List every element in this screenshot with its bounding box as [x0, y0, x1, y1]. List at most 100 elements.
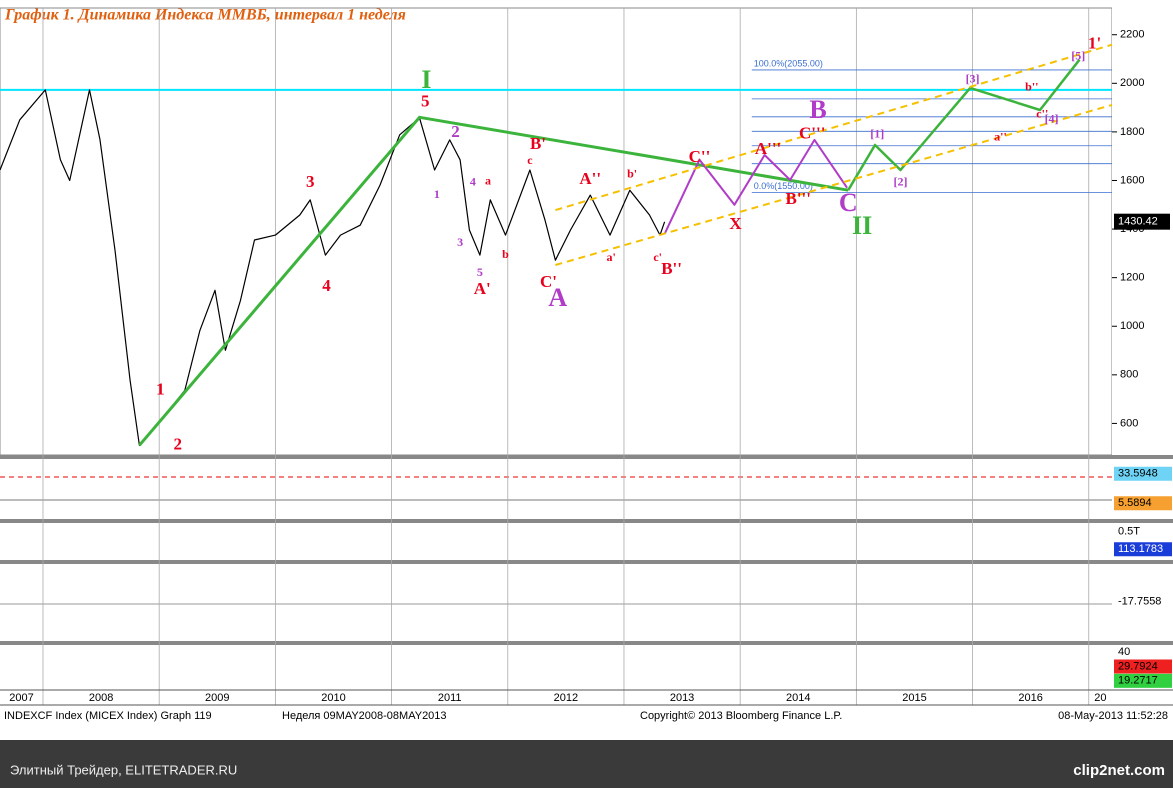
panel-label: 5.5894 [1118, 497, 1152, 509]
wave-label: 1' [1088, 34, 1101, 53]
panel-label-box [1114, 524, 1172, 539]
chart-title: График 1. Динамика Индекса ММВБ, интерва… [4, 7, 406, 24]
wave-label: c' [653, 250, 662, 264]
last-value-label: 1430.42 [1118, 216, 1158, 228]
wave-label: 2 [174, 434, 183, 453]
x-tick-label: 2012 [554, 692, 578, 704]
panel-separator [0, 560, 1173, 564]
panel-separator [0, 455, 1173, 459]
x-tick-label: 2008 [89, 692, 113, 704]
footer-text: Copyright© 2013 Bloomberg Finance L.P. [640, 710, 842, 722]
wave-label: 5 [421, 92, 430, 111]
panel-label: 0.5T [1118, 526, 1140, 538]
wave-label: [1] [870, 127, 884, 141]
y-tick-label: 1600 [1120, 174, 1144, 186]
wave-label: C' [540, 272, 557, 291]
panel-label: 40 [1118, 646, 1130, 658]
panel-label-box [1114, 542, 1172, 557]
footer-text: 08-May-2013 11:52:28 [1058, 710, 1168, 722]
panel-label-box [1114, 594, 1172, 609]
last-value-box [1114, 213, 1170, 230]
panel-label: 19.2717 [1118, 675, 1158, 687]
wave-label: [2] [894, 175, 908, 189]
x-tick-label: 2013 [670, 692, 694, 704]
x-tick-label: 2009 [205, 692, 229, 704]
wave-label: 3 [457, 235, 463, 249]
wave-label: 4 [322, 276, 331, 295]
panel-label: 113.1783 [1118, 543, 1163, 555]
wave-label: c [527, 153, 533, 167]
wave-label: 1 [156, 379, 165, 398]
x-tick-label: 2007 [9, 692, 33, 704]
wave-label: 4 [470, 175, 476, 189]
y-tick-label: 800 [1120, 369, 1138, 381]
wave-label: B' [530, 134, 546, 153]
wave-label: A'' [579, 169, 601, 188]
y-tick-label: 1800 [1120, 126, 1144, 138]
wave-label: c'' [1036, 107, 1048, 121]
series-line [0, 89, 666, 446]
wave-label: C [839, 188, 858, 217]
wave-label: b'' [1025, 80, 1038, 94]
wave-label: C''' [799, 124, 825, 143]
watermark-left: Элитный Трейдер, ELITETRADER.RU [10, 762, 237, 777]
series-line [555, 103, 1113, 266]
panel-label-box [1114, 673, 1172, 688]
panel-label-box [1114, 645, 1172, 660]
series-line [847, 58, 1081, 191]
wave-label: a' [607, 250, 616, 264]
panel-separator [0, 519, 1173, 523]
wave-label: 5 [477, 265, 483, 279]
x-tick-label: 2011 [438, 692, 462, 704]
fib-label: 0.0%(1550.00) [754, 181, 813, 191]
panel-label-box [1114, 466, 1172, 481]
x-tick-label: 2010 [321, 692, 345, 704]
wave-label: C'' [689, 147, 711, 166]
wave-label: 3 [306, 172, 315, 191]
panel-label-box [1114, 496, 1172, 511]
wave-label: 1 [434, 187, 440, 201]
wave-label: [3] [966, 72, 980, 86]
wave-label: I [421, 65, 431, 94]
y-axis-band [1112, 0, 1173, 690]
wave-label: B'' [661, 259, 682, 278]
y-tick-label: 1200 [1120, 272, 1144, 284]
wave-label: A''' [755, 139, 781, 158]
wave-label: [5] [1071, 49, 1085, 63]
y-tick-label: 2200 [1120, 29, 1144, 41]
wave-label: X [729, 214, 742, 233]
y-tick-label: 2000 [1120, 77, 1144, 89]
footer-text: Неделя 09MAY2008-08MAY2013 [282, 710, 447, 722]
panel-label: 33.5948 [1118, 468, 1158, 480]
wave-label: 2 [451, 122, 460, 141]
watermark-right: clip2net.com [1073, 762, 1165, 779]
wave-label: b' [627, 167, 637, 181]
x-tick-label: 20 [1094, 692, 1106, 704]
series-line [555, 43, 1113, 212]
panel-separator [0, 641, 1173, 645]
x-tick-label: 2015 [902, 692, 926, 704]
y-tick-label: 1000 [1120, 320, 1144, 332]
wave-label: B''' [786, 189, 812, 208]
y-tick-label: 600 [1120, 417, 1138, 429]
wave-label: A' [474, 279, 491, 298]
footer-text: INDEXCF Index (MICEX Index) Graph 119 [4, 710, 212, 722]
x-tick-label: 2014 [786, 692, 810, 704]
wave-label: II [852, 211, 872, 240]
watermark-bar [0, 740, 1173, 788]
wave-label: b [502, 247, 509, 261]
fib-label: 100.0%(2055.00) [754, 58, 823, 68]
panel-label: 29.7924 [1118, 660, 1158, 672]
series-line [663, 138, 848, 235]
wave-label: B [809, 95, 826, 124]
x-tick-label: 2016 [1018, 692, 1042, 704]
panel-label-box [1114, 659, 1172, 674]
wave-label: [4] [1045, 112, 1059, 126]
wave-label: A [548, 283, 567, 312]
panel-label: -17.7558 [1118, 595, 1161, 607]
wave-label: a [485, 174, 491, 188]
main-panel: 2007 2008 2009 2010 2011 2012 2013 2014 2015 2016… [0, 0, 1173, 722]
wave-label: a'' [994, 130, 1007, 144]
